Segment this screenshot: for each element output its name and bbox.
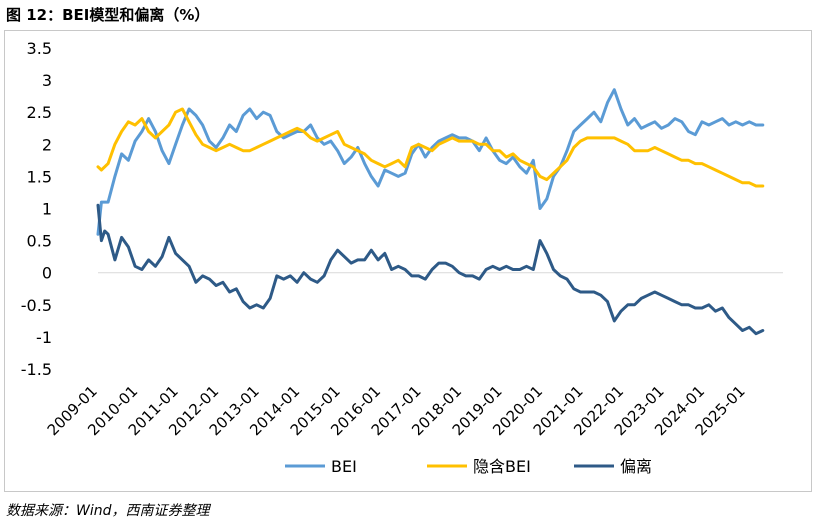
- y-tick-label: 1.5: [27, 167, 52, 186]
- series-line-2: [96, 107, 765, 188]
- chart-title: 图 12：BEI模型和偏离（%）: [6, 6, 210, 24]
- y-tick-label: -0.5: [21, 296, 52, 315]
- y-tick-label: -1.5: [21, 360, 52, 379]
- series-line-1: [96, 88, 765, 236]
- y-tick-label: 0.5: [27, 232, 52, 251]
- y-tick-label: 1: [42, 200, 52, 219]
- y-tick-label: 2.5: [27, 103, 52, 122]
- chart-frame: [4, 30, 812, 492]
- y-tick-label: 3.5: [27, 39, 52, 58]
- legend-label: BEI: [331, 457, 357, 476]
- legend-label: 隐含BEI: [473, 457, 531, 476]
- legend: BEI 隐含BEI 偏离: [285, 457, 652, 476]
- y-axis: 3.5 3 2.5 2 1.5 1 0.5 0 -0.5 -1 -1.5: [21, 39, 52, 379]
- y-tick-label: -1: [36, 328, 52, 347]
- source-note: 数据来源：Wind，西南证券整理: [6, 503, 210, 519]
- y-tick-label: 3: [42, 71, 52, 90]
- y-tick-label: 2: [42, 135, 52, 154]
- y-tick-label: 0: [42, 264, 52, 283]
- series-line-3: [96, 203, 765, 336]
- x-axis: 2009-012010-012011-012012-012013-012014-…: [44, 382, 749, 439]
- legend-label: 偏离: [620, 457, 652, 476]
- series-lines: [96, 88, 765, 336]
